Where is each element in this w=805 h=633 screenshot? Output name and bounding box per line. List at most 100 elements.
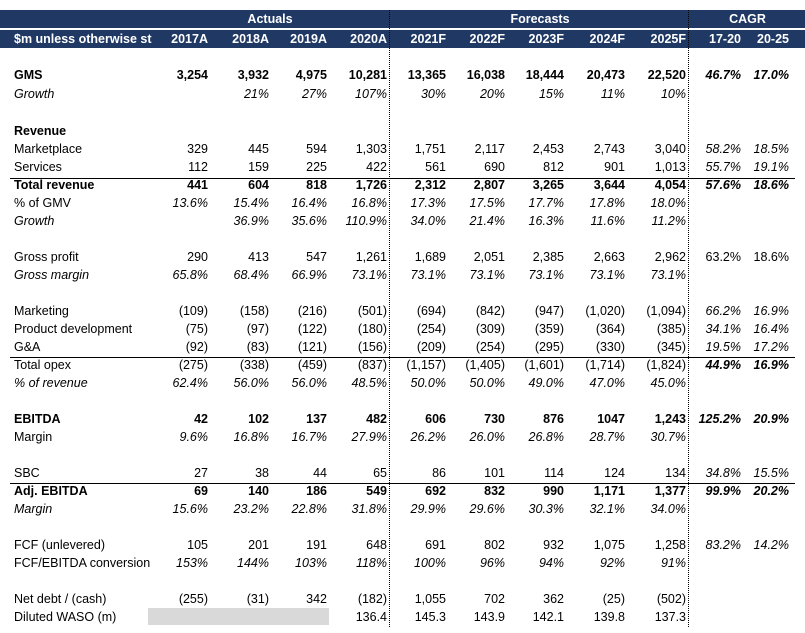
- value-cell: 482: [366, 412, 387, 426]
- table-row: Growth 21% 27% 107% 30% 20% 15% 11% 10%: [0, 85, 805, 103]
- value-cell: 2,117: [474, 142, 505, 156]
- value-cell: 62.4%: [172, 376, 208, 390]
- shaded-blank-cells: [148, 608, 329, 625]
- value-cell: (75): [185, 322, 208, 336]
- row-label: GMS: [14, 68, 43, 82]
- value-cell: (1,405): [465, 358, 505, 372]
- row-label: Margin: [14, 430, 53, 444]
- value-cell: 2,453: [532, 142, 564, 156]
- year-header-2019a: 2019A: [290, 32, 327, 46]
- cagr-cell: 83.2%: [705, 538, 741, 552]
- value-cell: 26.2%: [410, 430, 446, 444]
- value-cell: 47.0%: [589, 376, 625, 390]
- table-row: G&A (92) (83) (121) (156) (209) (254) (295) (330…: [0, 338, 805, 356]
- cagr-cell: 66.2%: [705, 304, 741, 318]
- value-cell: 606: [425, 412, 446, 426]
- value-cell: 13.6%: [172, 196, 208, 210]
- year-header-2018a: 2018A: [232, 32, 269, 46]
- value-cell: 2,807: [473, 178, 505, 192]
- value-cell: 28.7%: [589, 430, 625, 444]
- table-row: FCF (unlevered) 105 201 191 648 691 802 932 1,07…: [0, 536, 805, 554]
- year-header-2021f: 2021F: [410, 32, 446, 46]
- value-cell: 549: [366, 484, 387, 498]
- group-title-cagr: CAGR: [729, 12, 766, 26]
- value-cell: 69: [194, 484, 208, 498]
- value-cell: 832: [484, 484, 505, 498]
- value-cell: 422: [366, 160, 387, 174]
- cagr-cell: 34.8%: [705, 466, 741, 480]
- value-cell: 594: [306, 142, 327, 156]
- value-cell: 137: [306, 412, 327, 426]
- table-row: Marketplace 329 445 594 1,303 1,751 2,117 2,453…: [0, 140, 805, 158]
- value-cell: 3,254: [176, 68, 208, 82]
- value-cell: 11%: [600, 87, 625, 101]
- year-header-2024f: 2024F: [589, 32, 625, 46]
- value-cell: 692: [425, 484, 446, 498]
- table-row: SBC 27 38 44 65 86 101 114 124 134 34.8% 15.5%: [0, 464, 805, 482]
- table-row: % of GMV 13.6% 15.4% 16.4% 16.8% 17.3% 17.5% 17…: [0, 194, 805, 212]
- value-cell: 31.8%: [351, 502, 387, 516]
- value-cell: (254): [416, 322, 446, 336]
- value-cell: 16.3%: [528, 214, 564, 228]
- value-cell: 68.4%: [233, 268, 269, 282]
- table-row: Revenue: [0, 122, 805, 140]
- value-cell: (121): [297, 340, 327, 354]
- value-cell: (1,094): [646, 304, 686, 318]
- value-cell: (158): [239, 304, 269, 318]
- value-cell: 73.1%: [410, 268, 446, 282]
- value-cell: 362: [543, 592, 564, 606]
- cagr-cell: 16.9%: [753, 358, 789, 372]
- cagr-cell: 19.5%: [705, 340, 741, 354]
- row-label: Margin: [14, 502, 53, 516]
- value-cell: 35.6%: [291, 214, 327, 228]
- value-cell: 413: [248, 250, 269, 264]
- cagr-cell: 55.7%: [705, 160, 741, 174]
- value-cell: 137.3: [654, 610, 686, 624]
- row-label: Net debt / (cash): [14, 592, 107, 606]
- value-cell: 445: [248, 142, 269, 156]
- value-cell: 101: [484, 466, 505, 480]
- value-cell: (97): [246, 322, 269, 336]
- value-cell: (359): [534, 322, 564, 336]
- value-cell: 16,038: [466, 68, 505, 82]
- value-cell: 66.9%: [291, 268, 327, 282]
- value-cell: 49.0%: [528, 376, 564, 390]
- value-cell: 1,377: [654, 484, 686, 498]
- value-cell: 604: [248, 178, 269, 192]
- value-cell: 159: [248, 160, 269, 174]
- value-cell: 94%: [538, 556, 564, 570]
- table-row: Growth 36.9% 35.6% 110.9% 34.0% 21.4% 16.3% 11.…: [0, 212, 805, 230]
- table-row: EBITDA 42 102 137 482 606 730 876 1047 1,243 125.2…: [0, 410, 805, 428]
- table-row: Marketing (109) (158) (216) (501) (694) (842) (…: [0, 302, 805, 320]
- row-label: Gross profit: [14, 250, 79, 264]
- value-cell: 4,975: [295, 68, 327, 82]
- value-cell: 3,265: [532, 178, 564, 192]
- value-cell: (156): [357, 340, 387, 354]
- value-cell: 2,962: [654, 250, 686, 264]
- value-cell: 36.9%: [233, 214, 269, 228]
- row-label: % of GMV: [14, 196, 71, 210]
- year-header-2023f: 2023F: [528, 32, 564, 46]
- value-cell: 901: [604, 160, 625, 174]
- value-cell: 3,040: [654, 142, 686, 156]
- value-cell: (275): [178, 358, 208, 372]
- value-cell: (364): [595, 322, 625, 336]
- value-cell: (255): [178, 592, 208, 606]
- value-cell: (694): [416, 304, 446, 318]
- value-cell: 21.4%: [469, 214, 505, 228]
- value-cell: 114: [544, 466, 564, 480]
- row-label: Diluted WASO (m): [14, 610, 117, 624]
- table-row: Gross profit 290 413 547 1,261 1,689 2,051 2,38…: [0, 248, 805, 266]
- value-cell: 1,726: [355, 178, 387, 192]
- row-label: FCF (unlevered): [14, 538, 105, 552]
- table-row: Diluted WASO (m) 136.4 145.3 143.9 142.1 139.…: [0, 608, 805, 626]
- value-cell: 134: [665, 466, 686, 480]
- cagr-cell: 18.5%: [753, 142, 789, 156]
- value-cell: (459): [297, 358, 327, 372]
- value-cell: (1,157): [406, 358, 446, 372]
- value-cell: (345): [656, 340, 686, 354]
- value-cell: 56.0%: [291, 376, 327, 390]
- value-cell: 1,055: [414, 592, 446, 606]
- value-cell: 22.8%: [291, 502, 327, 516]
- value-cell: (309): [475, 322, 505, 336]
